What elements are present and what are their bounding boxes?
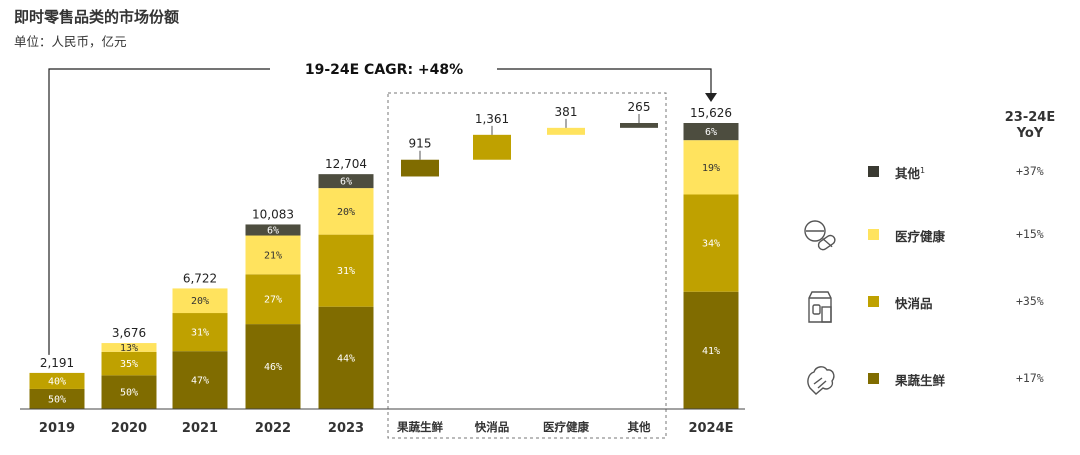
waterfall-bar-fresh	[401, 159, 439, 177]
waterfall-value-other: 265	[628, 100, 651, 114]
bar-label-health-2023: 20%	[337, 207, 355, 218]
legend-label-fmcg: 快消品	[895, 296, 933, 311]
bar-total-2021: 6,722	[183, 271, 217, 285]
bar-total-2022: 10,083	[252, 207, 294, 221]
bar-label-fresh-2023: 44%	[337, 353, 355, 364]
bar-label-fmcg-2021: 31%	[191, 328, 209, 339]
vegetable-icon	[807, 366, 835, 395]
waterfall-category-other: 其他	[628, 420, 651, 434]
waterfall-dashed-frame	[387, 92, 667, 439]
pills-icon	[804, 220, 836, 251]
x-tick-2021: 2021	[182, 421, 218, 436]
waterfall-value-health: 381	[555, 105, 578, 119]
waterfall-category-fmcg: 快消品	[474, 420, 510, 434]
legend-label-fresh: 果蔬生鲜	[895, 373, 946, 388]
bar-segment-fmcg-2020	[101, 351, 157, 376]
x-tick-2022: 2022	[255, 421, 291, 436]
legend-header-yoy: YoY	[1016, 126, 1044, 141]
bar-segment-other-2023	[318, 174, 374, 189]
bar-label-other-2022: 6%	[267, 225, 279, 236]
legend-item-health: 医疗健康 +15%	[868, 226, 1068, 244]
bar-segment-health-2020	[101, 343, 157, 352]
legend-yoy-fresh: +17%	[1016, 371, 1044, 385]
bar-label-health-2020: 13%	[120, 343, 138, 354]
waterfall-bar-health	[547, 127, 585, 135]
legend-label-other: 其他1	[895, 165, 926, 181]
bar-label-fresh-2019: 50%	[48, 394, 66, 405]
chart-title: 即时零售品类的市场份额	[14, 8, 180, 26]
legend-item-other: 其他1 +37%	[868, 163, 1068, 181]
bar-segment-fresh-2019	[29, 388, 85, 409]
x-tick-2024E: 2024E	[688, 421, 733, 436]
legend-header-period: 23-24E	[1004, 110, 1056, 125]
bar-segment-fresh-2023	[318, 306, 374, 409]
waterfall-value-fresh: 915	[409, 137, 432, 151]
bar-segment-health-2023	[318, 188, 374, 235]
legend-swatch-other	[868, 166, 879, 177]
bar-label-fresh-2024E: 41%	[702, 346, 720, 357]
legend-swatch-fresh	[868, 373, 879, 384]
bar-segment-fmcg-2022	[245, 274, 301, 325]
cagr-arrowhead	[705, 93, 717, 102]
bar-label-health-2021: 20%	[191, 296, 209, 307]
bar-label-fmcg-2019: 40%	[48, 376, 66, 387]
bar-total-2023: 12,704	[325, 157, 367, 171]
waterfall-bar-other	[620, 123, 658, 128]
legend-swatch-fmcg	[868, 296, 879, 307]
waterfall-category-fresh: 果蔬生鲜	[396, 420, 443, 434]
bar-segment-fresh-2021	[172, 351, 228, 409]
grocery-package-icon	[808, 291, 832, 323]
bar-segment-health-2022	[245, 235, 301, 275]
bar-label-other-2023: 6%	[340, 177, 352, 188]
bar-label-health-2024E: 19%	[702, 163, 720, 174]
bar-label-health-2022: 21%	[264, 250, 282, 261]
bar-segment-other-2022	[245, 224, 301, 236]
legend-label-health: 医疗健康	[895, 229, 946, 244]
chart-subtitle: 单位：人民币，亿元	[14, 34, 127, 49]
bar-segment-other-2024E	[683, 123, 739, 141]
waterfall-value-fmcg: 1,361	[475, 112, 509, 126]
cagr-bracket-right	[497, 68, 712, 97]
bar-total-2024E: 15,626	[690, 106, 732, 120]
legend-yoy-other: +37%	[1016, 164, 1044, 178]
bar-label-fresh-2021: 47%	[191, 376, 209, 387]
bar-segment-fmcg-2024E	[683, 194, 739, 292]
bar-label-other-2024E: 6%	[705, 127, 717, 138]
bar-segment-fresh-2024E	[683, 291, 739, 409]
bar-label-fresh-2022: 46%	[264, 362, 282, 373]
bar-segment-health-2021	[172, 288, 228, 314]
bar-total-2020: 3,676	[112, 326, 146, 340]
bar-segment-health-2024E	[683, 140, 739, 195]
bar-segment-fresh-2022	[245, 324, 301, 409]
waterfall-bar-fmcg	[473, 134, 511, 160]
bar-segment-fmcg-2019	[29, 372, 85, 389]
bar-label-fresh-2020: 50%	[120, 388, 138, 399]
bar-label-fmcg-2023: 31%	[337, 266, 355, 277]
legend-yoy-health: +15%	[1016, 227, 1044, 241]
bar-label-fmcg-2024E: 34%	[702, 239, 720, 250]
legend-item-fresh: 果蔬生鲜 +17%	[868, 370, 1068, 388]
x-tick-2020: 2020	[111, 421, 147, 436]
bar-segment-fmcg-2021	[172, 313, 228, 352]
bar-total-2019: 2,191	[40, 356, 74, 370]
bar-segment-fmcg-2023	[318, 234, 374, 307]
bar-label-fmcg-2022: 27%	[264, 295, 282, 306]
waterfall-category-health: 医疗健康	[543, 420, 589, 434]
legend-yoy-fmcg: +35%	[1016, 294, 1044, 308]
legend-header: 23-24E YoY	[990, 110, 1070, 142]
x-tick-2023: 2023	[328, 421, 364, 436]
legend-item-fmcg: 快消品 +35%	[868, 293, 1068, 311]
bar-label-fmcg-2020: 35%	[120, 359, 138, 370]
bar-segment-fresh-2020	[101, 375, 157, 409]
x-tick-2019: 2019	[39, 421, 75, 436]
legend-swatch-health	[868, 229, 879, 240]
cagr-label: 19-24E CAGR: +48%	[305, 62, 463, 78]
cagr-bracket-left	[48, 68, 270, 355]
